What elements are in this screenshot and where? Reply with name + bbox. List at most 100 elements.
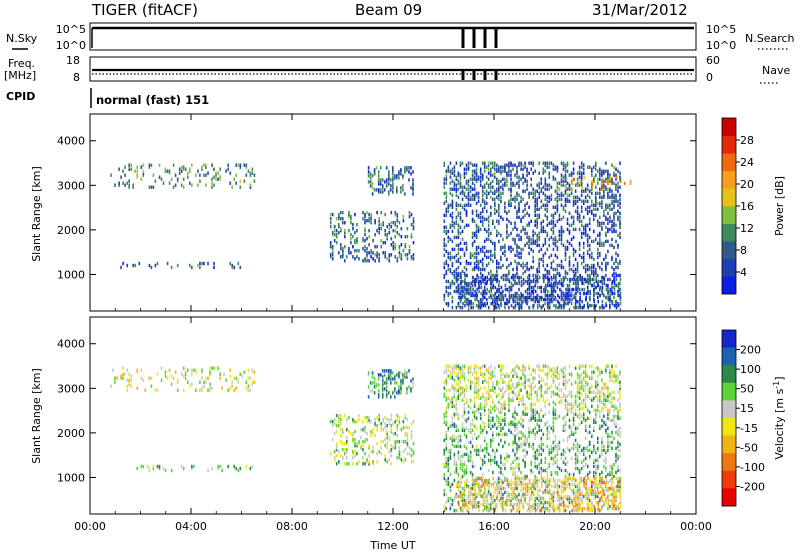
data-cell <box>487 408 490 412</box>
data-cell <box>544 488 547 493</box>
data-cell <box>396 413 399 418</box>
data-cell <box>443 185 446 189</box>
data-cell <box>376 415 378 420</box>
data-cell <box>132 185 134 189</box>
data-cell <box>536 219 538 223</box>
data-cell <box>112 368 114 372</box>
data-cell <box>599 223 601 227</box>
data-cell <box>451 179 454 183</box>
data-cell <box>550 472 553 477</box>
data-cell <box>377 170 380 174</box>
data-cell <box>370 255 372 259</box>
data-cell <box>522 396 524 400</box>
data-cell <box>483 253 486 258</box>
data-cell <box>451 498 454 503</box>
data-cell <box>494 247 496 252</box>
data-cell <box>459 454 462 459</box>
data-cell <box>547 289 549 294</box>
data-cell <box>229 374 231 378</box>
data-cell <box>500 454 502 459</box>
data-cell <box>472 305 474 310</box>
data-cell <box>492 221 494 225</box>
data-cell <box>465 241 468 246</box>
data-cell <box>207 376 209 380</box>
data-cell <box>490 205 492 209</box>
data-cell <box>445 195 448 199</box>
data-cell <box>514 428 516 432</box>
data-cell <box>522 197 524 201</box>
data-cell <box>369 174 372 178</box>
data-cell <box>543 297 545 302</box>
data-cell <box>550 235 553 240</box>
data-cell <box>609 179 612 184</box>
data-cell <box>447 285 450 290</box>
data-cell <box>455 235 458 240</box>
data-cell <box>475 372 478 376</box>
data-cell <box>545 285 547 290</box>
data-cell <box>453 462 456 467</box>
data-cell <box>586 223 589 227</box>
data-cell <box>552 496 555 501</box>
data-cell <box>207 261 209 266</box>
data-cell <box>453 169 456 173</box>
data-cell <box>364 227 366 231</box>
data-cell <box>584 187 587 191</box>
data-cell <box>530 388 532 392</box>
data-cell <box>613 229 615 234</box>
data-cell <box>564 394 567 398</box>
data-cell <box>605 384 607 388</box>
data-cell <box>504 249 506 254</box>
data-cell <box>584 374 587 378</box>
data-cell <box>516 486 518 491</box>
colorbar-tick-label: 4 <box>740 266 747 279</box>
data-cell <box>576 199 579 203</box>
data-cell <box>576 215 579 219</box>
data-cell <box>376 424 378 428</box>
data-cell <box>376 255 378 259</box>
data-cell <box>510 466 512 471</box>
data-cell <box>613 275 616 280</box>
data-cell <box>619 291 622 296</box>
y-tick-label: 4000 <box>57 135 85 148</box>
data-cell <box>247 376 250 380</box>
data-cell <box>243 370 246 374</box>
data-cell <box>335 424 338 428</box>
data-cell <box>447 364 450 368</box>
data-cell <box>597 263 599 268</box>
data-cell <box>340 245 342 249</box>
data-cell <box>570 390 573 394</box>
data-cell <box>540 442 543 447</box>
data-cell <box>463 488 466 493</box>
data-cell <box>449 225 452 229</box>
data-cell <box>201 167 203 171</box>
data-cell <box>546 474 549 479</box>
data-cell <box>449 191 452 195</box>
data-cell <box>483 446 486 451</box>
data-cell <box>471 380 474 384</box>
data-cell <box>475 259 478 264</box>
data-cell <box>528 287 531 292</box>
data-cell <box>544 179 547 183</box>
data-cell <box>381 389 384 393</box>
data-cell <box>564 179 567 183</box>
data-cell <box>506 500 508 505</box>
data-cell <box>463 498 466 503</box>
data-cell <box>575 287 577 292</box>
data-cell <box>516 442 518 447</box>
data-cell <box>540 289 543 294</box>
data-cell <box>508 384 510 388</box>
data-cell <box>369 184 372 188</box>
data-cell <box>504 167 506 171</box>
data-cell <box>540 297 543 302</box>
data-cell <box>613 267 615 272</box>
data-cell <box>506 177 508 181</box>
data-cell <box>469 398 472 402</box>
data-cell <box>447 301 450 306</box>
data-cell <box>402 188 404 192</box>
data-cell <box>516 448 518 453</box>
data-cell <box>578 408 581 412</box>
data-cell <box>514 470 516 475</box>
data-cell <box>510 398 512 402</box>
data-cell <box>486 301 488 306</box>
data-cell <box>530 392 532 396</box>
